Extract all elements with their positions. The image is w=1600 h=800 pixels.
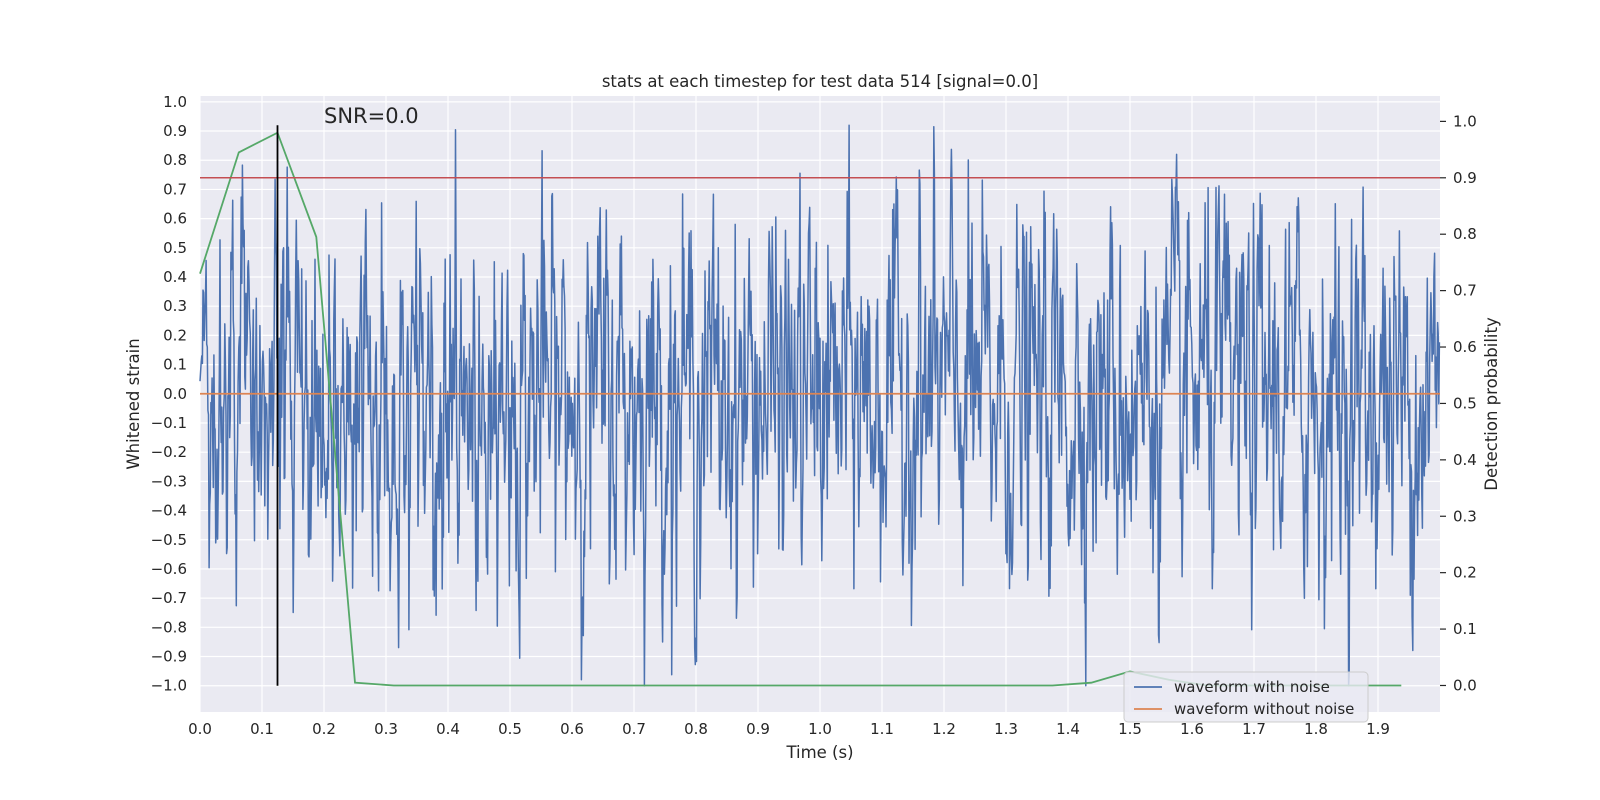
y-tick-label: −1.0 (151, 677, 187, 695)
legend-label: waveform with noise (1174, 678, 1330, 696)
x-tick-label: 0.7 (622, 720, 646, 738)
legend: waveform with noise waveform without nois… (1123, 671, 1369, 723)
y-tick-label: 0.8 (163, 151, 187, 169)
y-tick-label: 0.6 (163, 210, 187, 228)
x-tick-label: 1.8 (1304, 720, 1328, 738)
axes-layer: 0.0 0.1 0.2 0.3 0.4 0.5 0.6 0.7 0.8 0.9 1.0 1.1 1.2 1… (151, 93, 1477, 738)
chart-title: stats at each timestep for test data 514… (602, 72, 1038, 91)
y-tick-label: −0.6 (151, 560, 187, 578)
x-tick-label: 0.4 (436, 720, 460, 738)
y2-tick-label: 1.0 (1453, 112, 1477, 130)
y2-tick-label: 0.9 (1453, 169, 1477, 187)
x-tick-label: 0.1 (250, 720, 274, 738)
waveform-with-noise-line (199, 124, 1441, 687)
x-tick-label: 0.9 (746, 720, 770, 738)
y-tick-label: −0.8 (151, 618, 187, 636)
x-tick-label: 0.2 (312, 720, 336, 738)
y-tick-label: −0.7 (151, 589, 187, 607)
x-tick-label: 1.1 (870, 720, 894, 738)
y2-axis-label: Detection probability (1482, 317, 1501, 491)
y-tick-label: 0.0 (163, 385, 187, 403)
y-tick-label: −0.4 (151, 502, 187, 520)
y2-tick-label: 0.7 (1453, 282, 1477, 300)
y-tick-label: 0.2 (163, 326, 187, 344)
y-tick-label: −0.3 (151, 472, 187, 490)
y2-tick-label: 0.6 (1453, 338, 1477, 356)
y2-tick-label: 0.3 (1453, 507, 1477, 525)
y2-tick-label: 0.0 (1453, 676, 1477, 694)
y2-tick-label: 0.1 (1453, 620, 1477, 638)
x-tick-label: 0.0 (188, 720, 212, 738)
y-tick-label: 1.0 (163, 93, 187, 111)
x-tick-label: 0.3 (374, 720, 398, 738)
y-tick-label: −0.9 (151, 648, 187, 666)
x-tick-label: 1.2 (932, 720, 956, 738)
y-tick-label: 0.1 (163, 356, 187, 374)
y-tick-label: 0.4 (163, 268, 187, 286)
y2-tick-label: 0.4 (1453, 451, 1477, 469)
x-tick-label: 1.4 (1056, 720, 1080, 738)
x-tick-label: 0.8 (684, 720, 708, 738)
y-tick-label: −0.2 (151, 443, 187, 461)
snr-annotation: SNR=0.0 (324, 104, 419, 128)
x-tick-label: 1.0 (808, 720, 832, 738)
legend-box (1123, 671, 1369, 723)
legend-label: waveform without noise (1174, 700, 1354, 718)
x-tick-label: 1.9 (1366, 720, 1390, 738)
y-tick-label: 0.9 (163, 122, 187, 140)
x-tick-label: 1.7 (1242, 720, 1266, 738)
x-tick-label: 0.6 (560, 720, 584, 738)
x-tick-label: 0.5 (498, 720, 522, 738)
y-tick-label: 0.7 (163, 180, 187, 198)
y-tick-label: −0.5 (151, 531, 187, 549)
y2-tick-label: 0.5 (1453, 394, 1477, 412)
y-tick-label: −0.1 (151, 414, 187, 432)
x-tick-label: 1.5 (1118, 720, 1142, 738)
y-axis-label: Whitened strain (124, 338, 143, 469)
grid (199, 96, 1440, 712)
x-tick-label: 1.6 (1180, 720, 1204, 738)
x-axis-label: Time (s) (785, 743, 853, 762)
y-tick-label: 0.5 (163, 239, 187, 257)
x-tick-label: 1.3 (994, 720, 1018, 738)
y2-tick-label: 0.8 (1453, 225, 1477, 243)
y-tick-label: 0.3 (163, 297, 187, 315)
y2-tick-label: 0.2 (1453, 564, 1477, 582)
